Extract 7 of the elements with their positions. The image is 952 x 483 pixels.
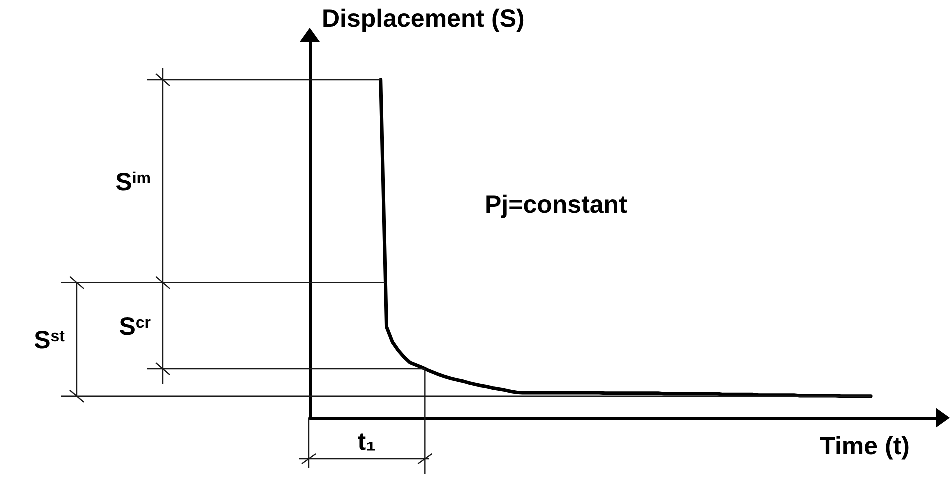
y-axis-title: Displacement (S) — [322, 5, 525, 33]
text: t₁ — [358, 428, 376, 456]
text: S$^{cr}$ — [119, 312, 151, 341]
text: S$^{st}$ — [34, 326, 66, 355]
text: S$^{im}$ — [116, 168, 151, 196]
annotation: Pj=constant — [485, 191, 628, 219]
x-axis-title: Time (t) — [820, 432, 910, 460]
